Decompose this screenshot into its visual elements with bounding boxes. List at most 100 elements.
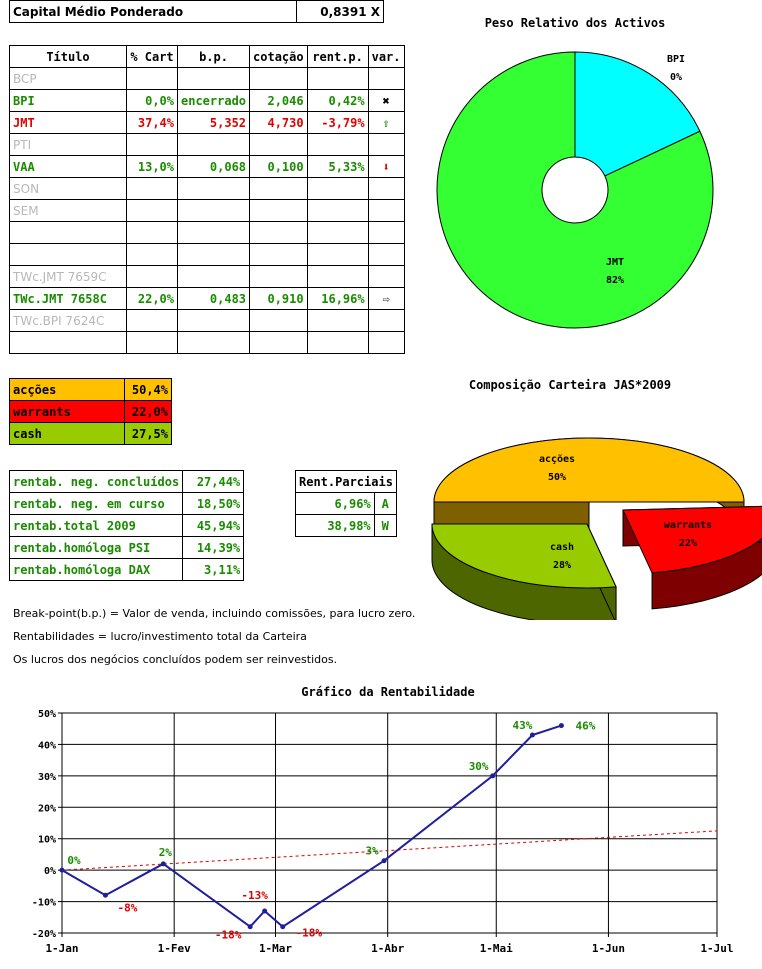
rentab-row: rentab. neg. concluídos 27,44%	[8, 470, 245, 493]
note-lucros: Os lucros dos negócios concluídos podem …	[13, 653, 338, 666]
y-tick-label: 10%	[38, 835, 56, 846]
y-tick-label: 30%	[38, 772, 56, 783]
pie3d-top-cash	[431, 523, 617, 589]
rentab-row: rentab.homóloga PSI 14,39%	[8, 536, 245, 559]
titles-cell-var	[367, 309, 405, 332]
titles-cell-var	[367, 177, 405, 200]
titles-cell-bp: 0,068	[176, 155, 251, 178]
data-point	[160, 861, 166, 867]
rent-parciais-header: Rent.Parciais	[295, 470, 397, 493]
chart-title: Peso Relativo dos Activos	[485, 16, 666, 30]
pie3d-top-acções	[433, 437, 745, 503]
titles-cell-bp	[176, 331, 251, 354]
rent-parciais-value-a: 6,96%	[295, 492, 375, 515]
rentab-value: 18,50%	[182, 492, 245, 515]
titles-cell-titulo: VAA	[9, 155, 127, 178]
data-label: -18%	[295, 927, 322, 940]
note-rentabilidades: Rentabilidades = lucro/investimento tota…	[13, 630, 307, 643]
titles-cell-cotacao	[249, 331, 308, 354]
pie3d-top-warrants	[622, 505, 762, 574]
titles-row: SON	[9, 177, 405, 200]
titles-cell-titulo: JMT	[9, 111, 127, 134]
titles-row	[9, 243, 405, 266]
titles-cell-bp: encerrado	[176, 89, 251, 112]
titles-cell-titulo: BCP	[9, 67, 127, 90]
titles-cell-pct-cart	[126, 265, 178, 288]
titles-cell-bp	[176, 133, 251, 156]
pie-value-label: 0%	[670, 72, 682, 83]
titles-cell-var: ⇨	[367, 287, 405, 310]
rentab-row: rentab. neg. em curso 18,50%	[8, 492, 245, 515]
titles-cell-var	[367, 133, 405, 156]
titles-cell-cotacao	[249, 221, 308, 244]
x-tick-label: 1-Mai	[480, 942, 513, 955]
titles-cell-bp: 5,352	[176, 111, 251, 134]
y-tick-label: 20%	[38, 803, 56, 814]
titles-cell-cotacao	[249, 199, 308, 222]
data-label: 0%	[67, 854, 81, 867]
pie-label: cash	[550, 542, 574, 553]
rentab-label: rentab.homóloga DAX	[8, 558, 184, 581]
x-tick-label: 1-Jun	[592, 942, 625, 955]
titles-row: JMT 37,4% 5,352 4,730 -3,79% ⇧	[9, 111, 405, 134]
titles-cell-cotacao	[249, 265, 308, 288]
titles-cell-pct-cart: 22,0%	[126, 287, 178, 310]
capital-value: 0,8391 X	[296, 0, 384, 23]
x-tick-label: 1-Jan	[45, 942, 78, 955]
titles-cell-titulo: BPI	[9, 89, 127, 112]
rent-parciais-tag-w: W	[373, 514, 397, 537]
titles-cell-rent	[306, 265, 369, 288]
composition-label: acções	[9, 378, 125, 401]
titles-row: BCP	[9, 67, 405, 90]
data-point	[247, 924, 253, 930]
header-cotacao: cotação	[249, 45, 308, 68]
titles-cell-bp: 0,483	[176, 287, 251, 310]
titles-header-row: Título % Cart b.p. cotação rent.p. var.	[9, 45, 405, 68]
x-tick-label: 1-Jul	[700, 942, 733, 955]
y-tick-label: 0%	[44, 866, 56, 877]
data-point	[102, 892, 108, 898]
composition-label: cash	[9, 422, 125, 445]
x-tick-label: 1-Mar	[259, 942, 292, 955]
titles-cell-bp	[176, 309, 251, 332]
titles-cell-var	[367, 265, 405, 288]
titles-cell-titulo: TWc.BPI 7624C	[9, 309, 127, 332]
titles-cell-var	[367, 221, 405, 244]
titles-cell-bp	[176, 221, 251, 244]
pie-value-label: 28%	[553, 560, 571, 571]
titles-cell-rent: 5,33%	[306, 155, 369, 178]
titles-cell-rent	[306, 221, 369, 244]
titles-row: TWc.BPI 7624C	[9, 309, 405, 332]
titles-cell-titulo	[9, 331, 127, 354]
pie-label: acções	[539, 454, 575, 465]
composition-value: 27,5%	[124, 422, 172, 445]
rentab-row: rentab.homóloga DAX 3,11%	[8, 558, 245, 581]
titles-table: Título % Cart b.p. cotação rent.p. var. …	[9, 45, 405, 354]
titles-cell-rent	[306, 177, 369, 200]
plot-area	[61, 712, 718, 934]
pie-chart-composicao: Composição Carteira JAS*2009 acções 50% war…	[431, 378, 762, 620]
titles-cell-cotacao	[249, 133, 308, 156]
titles-cell-titulo: SEM	[9, 199, 127, 222]
pie-slice-vaa	[574, 51, 701, 177]
titles-cell-rent: -3,79%	[306, 111, 369, 134]
header-var: var.	[367, 45, 405, 68]
titles-cell-pct-cart: 37,4%	[126, 111, 178, 134]
titles-cell-rent	[306, 199, 369, 222]
header-titulo: Título	[9, 45, 127, 68]
data-point	[381, 858, 387, 864]
data-point	[558, 723, 564, 729]
titles-cell-titulo: TWc.JMT 7659C	[9, 265, 127, 288]
composition-row: warrants 22,0%	[9, 400, 172, 423]
titles-cell-titulo	[9, 221, 127, 244]
titles-cell-cotacao	[249, 243, 308, 266]
pie-value-label: 22%	[679, 538, 697, 549]
pie3d-side-warrants	[651, 537, 762, 610]
titles-cell-rent	[306, 67, 369, 90]
titles-cell-rent	[306, 243, 369, 266]
data-label: -13%	[241, 889, 268, 902]
titles-cell-titulo	[9, 243, 127, 266]
pie-value-label: 82%	[606, 275, 624, 286]
titles-row: TWc.JMT 7658C 22,0% 0,483 0,910 16,96% ⇨	[9, 287, 405, 310]
header-pct-cart: % Cart	[126, 45, 178, 68]
